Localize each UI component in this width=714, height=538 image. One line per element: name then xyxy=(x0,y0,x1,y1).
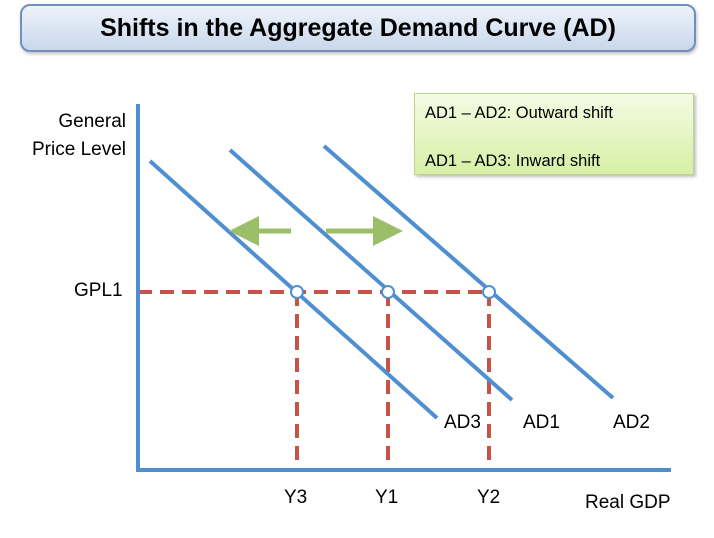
gpl1-label: GPL1 xyxy=(74,280,123,301)
y3-label: Y3 xyxy=(284,487,308,508)
page-title: Shifts in the Aggregate Demand Curve (AD… xyxy=(100,13,616,42)
y-axis-label-line1: General xyxy=(58,111,126,132)
legend-inward-shift: AD1 – AD3: Inward shift xyxy=(425,152,601,170)
equilibrium-point-y3 xyxy=(290,285,304,299)
ad2-label: AD2 xyxy=(613,412,650,433)
legend-outward-shift: AD1 – AD2: Outward shift xyxy=(425,104,614,122)
ad1-label: AD1 xyxy=(523,412,560,433)
ad1-curve xyxy=(228,148,514,402)
legend-box: AD1 – AD2: Outward shift AD1 – AD3: Inwa… xyxy=(414,93,694,175)
y2-label: Y2 xyxy=(477,487,501,508)
y-axis-label-line2: Price Level xyxy=(32,139,126,160)
title-box: Shifts in the Aggregate Demand Curve (AD… xyxy=(20,4,696,52)
equilibrium-point-y2 xyxy=(482,285,496,299)
y-axis-label: General Price Level xyxy=(10,108,126,164)
ad3-label: AD3 xyxy=(444,412,481,433)
y1-label: Y1 xyxy=(375,487,399,508)
equilibrium-point-y1 xyxy=(381,285,395,299)
x-axis-label: Real GDP xyxy=(585,492,671,513)
ad2-curve xyxy=(322,144,615,400)
